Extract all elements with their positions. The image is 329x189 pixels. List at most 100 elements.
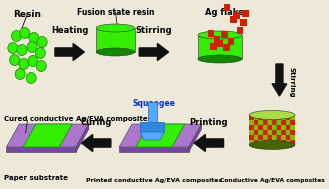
Bar [224, 4, 230, 11]
Bar [228, 37, 234, 44]
Bar [223, 43, 230, 50]
Bar [267, 135, 272, 140]
Circle shape [10, 54, 20, 66]
Circle shape [37, 36, 47, 47]
Bar [277, 140, 281, 145]
Bar [258, 130, 263, 135]
Bar [249, 120, 254, 125]
Polygon shape [136, 124, 185, 147]
Bar [214, 36, 220, 43]
Bar [286, 140, 290, 145]
Bar [233, 12, 240, 19]
Text: Fusion state resin: Fusion state resin [77, 8, 154, 17]
Bar [281, 120, 286, 125]
Bar [249, 115, 254, 120]
Bar [258, 120, 263, 125]
Bar [277, 130, 281, 135]
Polygon shape [249, 115, 295, 145]
Bar [281, 130, 286, 135]
Text: Stirring: Stirring [136, 26, 172, 35]
Text: Heating: Heating [51, 26, 88, 35]
Bar [291, 115, 295, 120]
Polygon shape [96, 28, 135, 52]
Text: Resin: Resin [13, 10, 41, 19]
Bar [263, 135, 267, 140]
Circle shape [19, 59, 29, 70]
Bar [263, 140, 267, 145]
Circle shape [29, 33, 39, 43]
Ellipse shape [249, 140, 295, 149]
Bar [281, 140, 286, 145]
Bar [249, 125, 254, 130]
Bar [249, 135, 254, 140]
Bar [249, 140, 254, 145]
Polygon shape [194, 135, 223, 152]
Ellipse shape [198, 55, 242, 63]
Bar [254, 140, 258, 145]
Bar [267, 130, 272, 135]
Bar [272, 115, 276, 120]
Bar [291, 125, 295, 130]
Bar [281, 135, 286, 140]
Polygon shape [140, 132, 164, 140]
Polygon shape [82, 135, 111, 152]
Bar [140, 122, 164, 132]
Bar [272, 120, 276, 125]
Polygon shape [139, 43, 168, 60]
Circle shape [28, 56, 38, 67]
Polygon shape [189, 124, 202, 152]
Bar [291, 120, 295, 125]
Bar [258, 125, 263, 130]
Bar [258, 115, 263, 120]
Bar [286, 135, 290, 140]
Bar [286, 120, 290, 125]
Bar [267, 125, 272, 130]
Circle shape [8, 43, 18, 53]
Ellipse shape [96, 48, 135, 56]
Bar [254, 115, 258, 120]
Bar [291, 140, 295, 145]
Circle shape [36, 60, 46, 71]
Bar [254, 130, 258, 135]
Polygon shape [6, 124, 89, 147]
Text: Paper substrate: Paper substrate [4, 175, 68, 181]
Bar [277, 135, 281, 140]
Bar [277, 120, 281, 125]
Text: Conductive Ag/EVA composites: Conductive Ag/EVA composites [220, 178, 324, 183]
Bar [230, 15, 237, 22]
Bar [254, 125, 258, 130]
Text: Printed conductive Ag/EVA composites: Printed conductive Ag/EVA composites [86, 178, 222, 183]
Bar [272, 140, 276, 145]
Circle shape [15, 68, 25, 80]
Bar [286, 125, 290, 130]
Ellipse shape [249, 111, 295, 119]
Ellipse shape [198, 31, 242, 39]
Bar [286, 115, 290, 120]
Text: Ag flakes: Ag flakes [205, 8, 249, 17]
Bar [210, 43, 217, 50]
Bar [221, 30, 228, 37]
Bar [291, 135, 295, 140]
Polygon shape [272, 64, 287, 96]
Text: Stirring: Stirring [289, 67, 294, 97]
Circle shape [35, 47, 45, 59]
Bar [281, 115, 286, 120]
Polygon shape [23, 124, 72, 147]
Bar [286, 130, 290, 135]
Circle shape [26, 73, 36, 84]
Bar [242, 9, 249, 16]
Bar [263, 130, 267, 135]
Polygon shape [198, 35, 242, 59]
Text: Printing: Printing [190, 118, 228, 127]
Bar [208, 29, 214, 36]
Bar [263, 115, 267, 120]
Text: Squeegee: Squeegee [133, 99, 175, 108]
Text: Curing: Curing [81, 118, 112, 127]
Bar [254, 120, 258, 125]
Bar [281, 125, 286, 130]
Bar [277, 115, 281, 120]
Bar [263, 125, 267, 130]
Bar [267, 140, 272, 145]
Text: Cured conductive Ag/EVA composites: Cured conductive Ag/EVA composites [4, 116, 152, 122]
Polygon shape [76, 124, 89, 152]
